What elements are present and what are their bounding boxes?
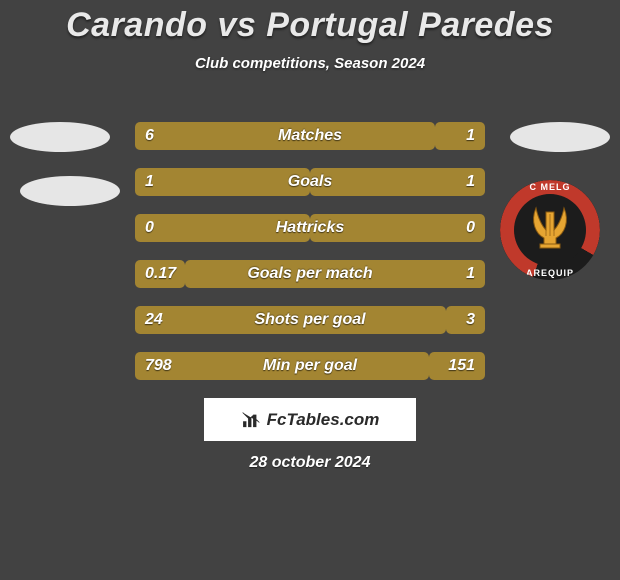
- player-left-avatar-placeholder-1: [10, 122, 110, 152]
- bar-right: [185, 260, 485, 288]
- lyre-icon: [530, 204, 570, 250]
- stat-row: Shots per goal243: [135, 306, 485, 334]
- player-right-avatar-placeholder-1: [510, 122, 610, 152]
- stat-row: Goals per match0.171: [135, 260, 485, 288]
- comparison-chart: Matches61 Goals11 Hattricks00 Goals per mat…: [135, 122, 485, 398]
- page-title: Carando vs Portugal Paredes: [0, 0, 620, 45]
- bar-right: [446, 306, 485, 334]
- bar-left: [135, 168, 310, 196]
- badge-text-top: C MELG: [500, 182, 600, 192]
- bar-right: [435, 122, 485, 150]
- bar-right: [310, 214, 485, 242]
- season-subtitle: Club competitions, Season 2024: [0, 55, 620, 72]
- bar-left: [135, 352, 429, 380]
- bar-right: [429, 352, 485, 380]
- stat-row: Matches61: [135, 122, 485, 150]
- stat-row: Min per goal798151: [135, 352, 485, 380]
- brand-text: FcTables.com: [267, 410, 380, 430]
- bar-left: [135, 260, 185, 288]
- bar-right: [310, 168, 485, 196]
- badge-text-bottom: AREQUIP: [500, 268, 600, 278]
- stat-row: Goals11: [135, 168, 485, 196]
- snapshot-date: 28 october 2024: [0, 454, 620, 472]
- player-left-avatar-placeholder-2: [20, 176, 120, 206]
- bar-left: [135, 306, 446, 334]
- brand-box: FcTables.com: [204, 398, 416, 441]
- club-badge: C MELG AREQUIP: [500, 180, 600, 280]
- bar-left: [135, 122, 435, 150]
- stat-row: Hattricks00: [135, 214, 485, 242]
- bar-left: [135, 214, 310, 242]
- chart-icon: [241, 410, 261, 430]
